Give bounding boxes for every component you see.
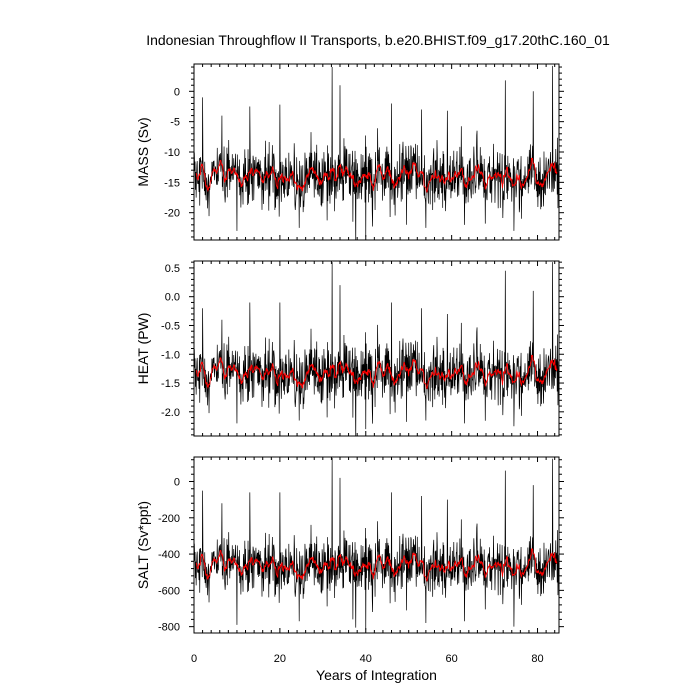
- x-tick-label: 80: [531, 653, 543, 665]
- figure-title: Indonesian Throughflow II Transports, b.…: [146, 32, 610, 48]
- y-tick-label: 0.5: [165, 263, 180, 275]
- y-tick-label: 0: [174, 86, 180, 98]
- running-mean-line: [195, 354, 558, 390]
- y-tick-label: -1.0: [161, 349, 180, 361]
- x-tick-label: 0: [191, 653, 197, 665]
- y-tick-label: 0: [174, 476, 180, 488]
- y-tick-label: -200: [158, 513, 180, 525]
- y-tick-label: -1.5: [161, 378, 180, 390]
- y-tick-label: -400: [158, 549, 180, 561]
- y-tick-label: -2.0: [161, 407, 180, 419]
- x-axis-label: Years of Integration: [316, 667, 437, 683]
- x-tick-label: 20: [274, 653, 286, 665]
- chart-panel-3: 0 -200 -400 -600 -800 0 20 40 60 80 SALT (Sv*ppt): [135, 456, 564, 665]
- y-tick-label: 0.0: [165, 292, 180, 304]
- panel-frame: [193, 456, 560, 634]
- y-tick-label: -10: [164, 147, 180, 159]
- chart-panel-1: 0 -5 -10 -15 -20 MASS (Sv): [135, 63, 564, 241]
- y-tick-label: -600: [158, 585, 180, 597]
- y-axis-label: MASS (Sv): [135, 117, 151, 186]
- x-tick-label: 60: [446, 653, 458, 665]
- y-tick-label: -15: [164, 177, 180, 189]
- panel-frame: [193, 260, 560, 437]
- y-tick-label: -800: [158, 622, 180, 634]
- chart-panel-2: 0.5 0.0 -0.5 -1.0 -1.5 -2.0 HEAT (PW): [135, 260, 564, 437]
- y-axis-label: SALT (Sv*ppt): [135, 501, 151, 589]
- raw-series-line: [194, 457, 559, 631]
- raw-series-line: [194, 262, 559, 436]
- running-mean-line: [195, 548, 558, 582]
- running-mean-line: [195, 157, 558, 193]
- panel-frame: [193, 63, 560, 241]
- x-tick-label: 40: [360, 653, 372, 665]
- y-tick-label: -0.5: [161, 320, 180, 332]
- raw-series-line: [194, 65, 559, 240]
- y-tick-label: -5: [170, 117, 180, 129]
- y-tick-label: -20: [164, 208, 180, 220]
- y-axis-label: HEAT (PW): [135, 313, 151, 385]
